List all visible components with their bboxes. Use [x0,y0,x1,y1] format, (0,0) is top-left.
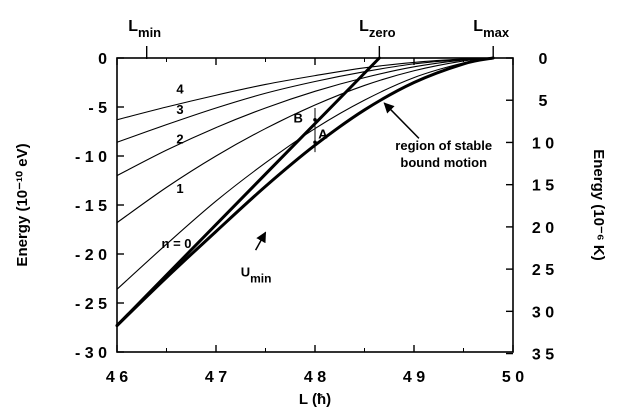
curves [115,56,495,328]
annotation-region-text: region of stable [395,138,492,153]
y-tick-label-left: - 5 [88,100,107,117]
x-tick-label: 4 7 [205,369,227,386]
point-A [313,140,317,145]
series-line-0 [115,56,495,328]
annotation-umin: Umin [241,265,272,286]
y-axis-title-left: Energy (10⁻¹⁰ eV) [14,143,31,266]
curve-label: 1 [176,181,183,196]
umin-sub: min [250,272,271,286]
top-marker-sub: min [138,25,161,40]
x-tick-label: 4 9 [403,369,425,386]
point-B [313,117,317,122]
y-tick-label-left: - 2 5 [75,296,107,313]
y-tick-label-left: - 3 0 [75,345,107,362]
top-marker-main: L [128,18,138,35]
y-tick-label-right: 3 0 [532,304,554,321]
series-line-6 [115,56,381,328]
annotation-region-text: bound motion [400,155,487,170]
y-tick-label-right: 2 5 [532,262,554,279]
point-label-B: B [293,111,302,126]
y-tick-label-right: 0 [539,51,548,68]
x-axis-title: L (ħ) [299,391,331,407]
ticks [116,46,514,355]
top-marker-sub: zero [369,25,396,40]
y-axis-title-right: Energy (10⁻⁶ K) [590,149,607,261]
y-tick-label-left: - 1 5 [75,198,107,215]
y-tick-label-left: 0 [98,51,107,68]
y-tick-label-right: 3 5 [532,347,554,364]
series-line-2 [116,57,494,224]
y-tick-label-left: - 1 0 [75,149,107,166]
series-line-5 [116,57,494,121]
x-tick-label: 4 8 [304,369,326,386]
annotation-arrow-umin [254,231,267,251]
y-tick-label-right: 1 5 [532,178,554,195]
labels: 4 6 4 7 4 8 4 9 5 0 0 - 5 - 1 0 - 1 5 - 2 0 - 2 5 -… [14,18,607,407]
umin-main: U [241,265,250,280]
top-marker-main: L [359,18,369,35]
series-line-4 [116,57,494,143]
curve-label: 2 [176,131,183,146]
x-tick-label: 4 6 [106,369,128,386]
y-tick-label-right: 5 [539,93,548,110]
annotation-arrow-region [383,102,420,139]
point-label-A: A [318,126,328,141]
series-line-3 [116,57,494,177]
y-tick-label-right: 2 0 [532,220,554,237]
top-marker-label: Lmin [128,18,161,40]
x-tick-label: 5 0 [502,369,524,386]
series-line-1 [116,57,494,290]
top-marker-main: L [473,18,483,35]
curve-label: n = 0 [162,236,192,251]
curve-label: 3 [176,102,183,117]
y-tick-label-right: 1 0 [532,135,554,152]
top-marker-sub: max [483,25,510,40]
top-marker-label: Lmax [473,18,510,40]
y-tick-label-left: - 2 0 [75,247,107,264]
top-marker-label: Lzero [359,18,396,40]
curve-label: 4 [176,81,184,96]
